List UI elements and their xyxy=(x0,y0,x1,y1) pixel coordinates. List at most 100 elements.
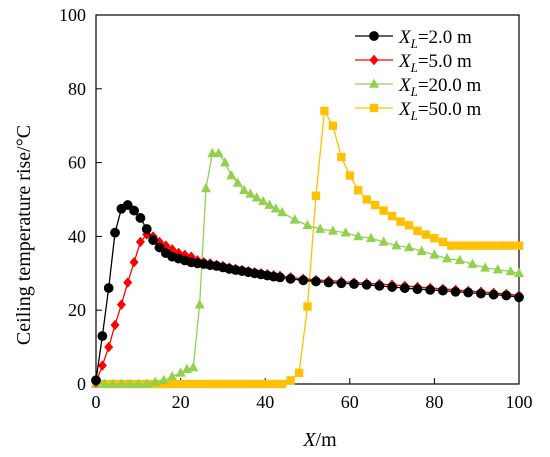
data-point xyxy=(218,379,228,389)
x-tick-label: 0 xyxy=(92,392,101,412)
data-point xyxy=(261,379,270,389)
data-point xyxy=(124,378,135,388)
x-tick-label: 40 xyxy=(256,392,274,412)
data-point xyxy=(298,275,309,286)
data-point xyxy=(387,282,397,292)
data-point xyxy=(285,273,296,284)
legend-item: XL=5.0 m xyxy=(355,51,472,75)
data-point xyxy=(463,287,474,298)
data-point xyxy=(91,375,101,386)
data-point xyxy=(303,302,312,311)
data-point xyxy=(154,242,165,253)
legend-item: XL=50.0 m xyxy=(355,99,482,123)
legend-label: XL=5.0 m xyxy=(398,51,472,75)
plot-frame xyxy=(95,14,520,385)
data-point xyxy=(210,379,219,389)
data-point xyxy=(158,374,169,385)
data-point xyxy=(454,254,465,265)
data-point xyxy=(327,225,338,235)
y-axis-ticks: 0 20 40 60 80 100 xyxy=(59,5,102,394)
data-point xyxy=(506,241,515,250)
legend-marker xyxy=(369,103,379,113)
data-point xyxy=(110,227,120,238)
x-axis-ticks: 0 20 40 60 80 100 xyxy=(92,378,533,412)
x-tick-label: 100 xyxy=(506,392,533,412)
data-point xyxy=(362,195,371,204)
data-point xyxy=(258,195,269,206)
data-point xyxy=(488,289,499,300)
y-tick-label: 20 xyxy=(68,300,86,320)
data-point xyxy=(450,286,461,297)
data-point xyxy=(188,361,199,372)
data-point xyxy=(289,214,300,224)
data-point xyxy=(374,280,385,291)
data-point xyxy=(345,171,354,180)
data-point xyxy=(379,206,388,215)
data-point xyxy=(148,235,159,245)
data-point xyxy=(455,241,464,250)
data-point xyxy=(337,152,346,162)
data-point xyxy=(311,191,321,201)
data-point xyxy=(239,184,250,195)
legend-item: XL=2.0 m xyxy=(355,27,472,51)
data-point xyxy=(354,186,363,195)
data-point xyxy=(412,284,423,295)
data-point xyxy=(277,206,288,217)
y-tick-label: 0 xyxy=(77,374,86,394)
data-point xyxy=(235,379,245,389)
data-point xyxy=(133,378,144,388)
data-point xyxy=(378,236,389,246)
data-point xyxy=(497,241,507,250)
data-point xyxy=(286,376,295,385)
data-point xyxy=(141,378,152,388)
series-layer xyxy=(91,106,524,389)
data-point xyxy=(505,265,516,276)
data-point xyxy=(175,367,186,377)
data-point xyxy=(227,379,236,389)
data-point xyxy=(193,379,202,389)
data-point xyxy=(340,227,351,237)
data-point xyxy=(416,245,427,255)
data-point xyxy=(315,223,326,233)
data-point xyxy=(200,182,211,193)
x-axis-title: X/m xyxy=(302,429,337,451)
data-point xyxy=(430,234,439,243)
data-point xyxy=(421,230,431,239)
data-point xyxy=(370,200,380,210)
data-point xyxy=(472,241,481,250)
data-point xyxy=(129,257,139,268)
data-point xyxy=(396,217,405,226)
data-point xyxy=(514,241,524,250)
data-point xyxy=(226,170,237,180)
data-point xyxy=(387,211,397,221)
data-point xyxy=(141,224,152,234)
data-point xyxy=(492,264,503,274)
data-point xyxy=(328,121,338,130)
data-point xyxy=(207,147,218,158)
data-point xyxy=(150,376,161,386)
data-point xyxy=(107,378,118,388)
data-point xyxy=(232,177,243,187)
data-point xyxy=(404,241,415,252)
data-point xyxy=(167,379,177,389)
data-point xyxy=(336,278,347,289)
data-point xyxy=(269,379,278,389)
data-point xyxy=(404,221,414,230)
data-point xyxy=(123,277,133,288)
data-point xyxy=(97,360,107,371)
plot-border xyxy=(95,14,520,385)
data-point xyxy=(245,188,256,198)
data-point xyxy=(213,147,224,158)
data-point xyxy=(194,299,205,309)
data-point xyxy=(489,241,498,250)
data-point xyxy=(361,279,372,290)
data-point xyxy=(277,379,287,389)
y-tick-label: 80 xyxy=(68,79,86,99)
data-point xyxy=(413,226,422,236)
data-point xyxy=(167,244,177,255)
data-point xyxy=(353,230,364,241)
data-point xyxy=(442,253,453,263)
data-point xyxy=(480,262,491,272)
data-point xyxy=(154,236,164,248)
